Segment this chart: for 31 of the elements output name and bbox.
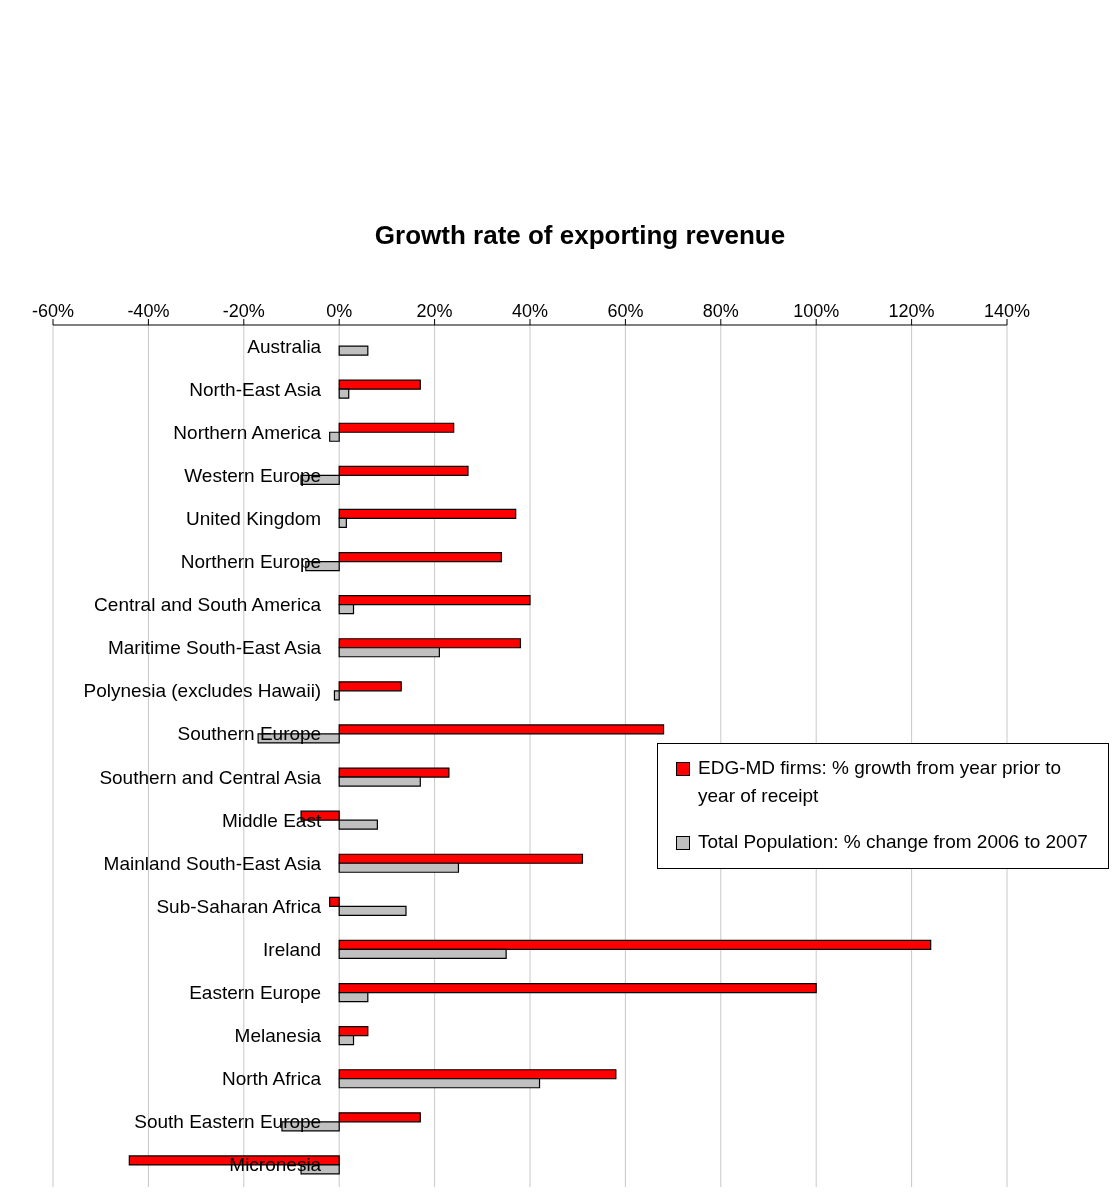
- y-tick-label: Northern Europe: [180, 551, 322, 573]
- y-tick-label: Northern America: [173, 421, 322, 443]
- y-tick-label: Melanesia: [234, 1025, 322, 1047]
- chart-title: Growth rate of exporting revenue: [373, 220, 787, 251]
- y-tick-label: Southern and Central Asia: [99, 766, 322, 788]
- legend-label: EDG-MD firms: % growth from year prior to year of receipt: [698, 756, 1063, 808]
- y-tick-label: North Africa: [221, 1068, 322, 1090]
- x-tick-label: 120%: [888, 301, 935, 321]
- x-tick-label: -40%: [127, 301, 170, 321]
- legend-label: Total Population: % change from 2006 to 2007: [698, 830, 1088, 854]
- y-tick-label: Middle East: [221, 809, 322, 831]
- x-tick-label: -60%: [31, 301, 75, 321]
- y-tick-label: Ireland: [263, 938, 322, 960]
- y-tick-label: Mainland South-East Asia: [103, 852, 322, 874]
- y-tick-label: Maritime South-East Asia: [107, 637, 322, 659]
- x-tick-label: 100%: [793, 301, 840, 321]
- x-tick-label: 140%: [983, 301, 1031, 321]
- y-tick-label: United Kingdom: [186, 507, 322, 529]
- y-tick-label: Western Europe: [184, 464, 322, 486]
- y-tick-label: Eastern Europe: [189, 982, 322, 1004]
- x-tick-label: -20%: [222, 301, 265, 321]
- x-tick-label: 40%: [511, 301, 549, 321]
- y-tick-label: Australia: [247, 335, 322, 357]
- y-tick-label: Polynesia (excludes Hawaii): [83, 680, 322, 702]
- x-tick-label: 80%: [702, 301, 739, 321]
- x-tick-label: 60%: [607, 301, 644, 321]
- y-tick-label: Central and South America: [94, 594, 322, 616]
- x-tick-label: 0%: [326, 301, 353, 321]
- y-tick-label: North-East Asia: [189, 378, 322, 400]
- y-tick-label: Sub-Saharan Africa: [156, 895, 322, 917]
- x-tick-label: 20%: [416, 301, 453, 321]
